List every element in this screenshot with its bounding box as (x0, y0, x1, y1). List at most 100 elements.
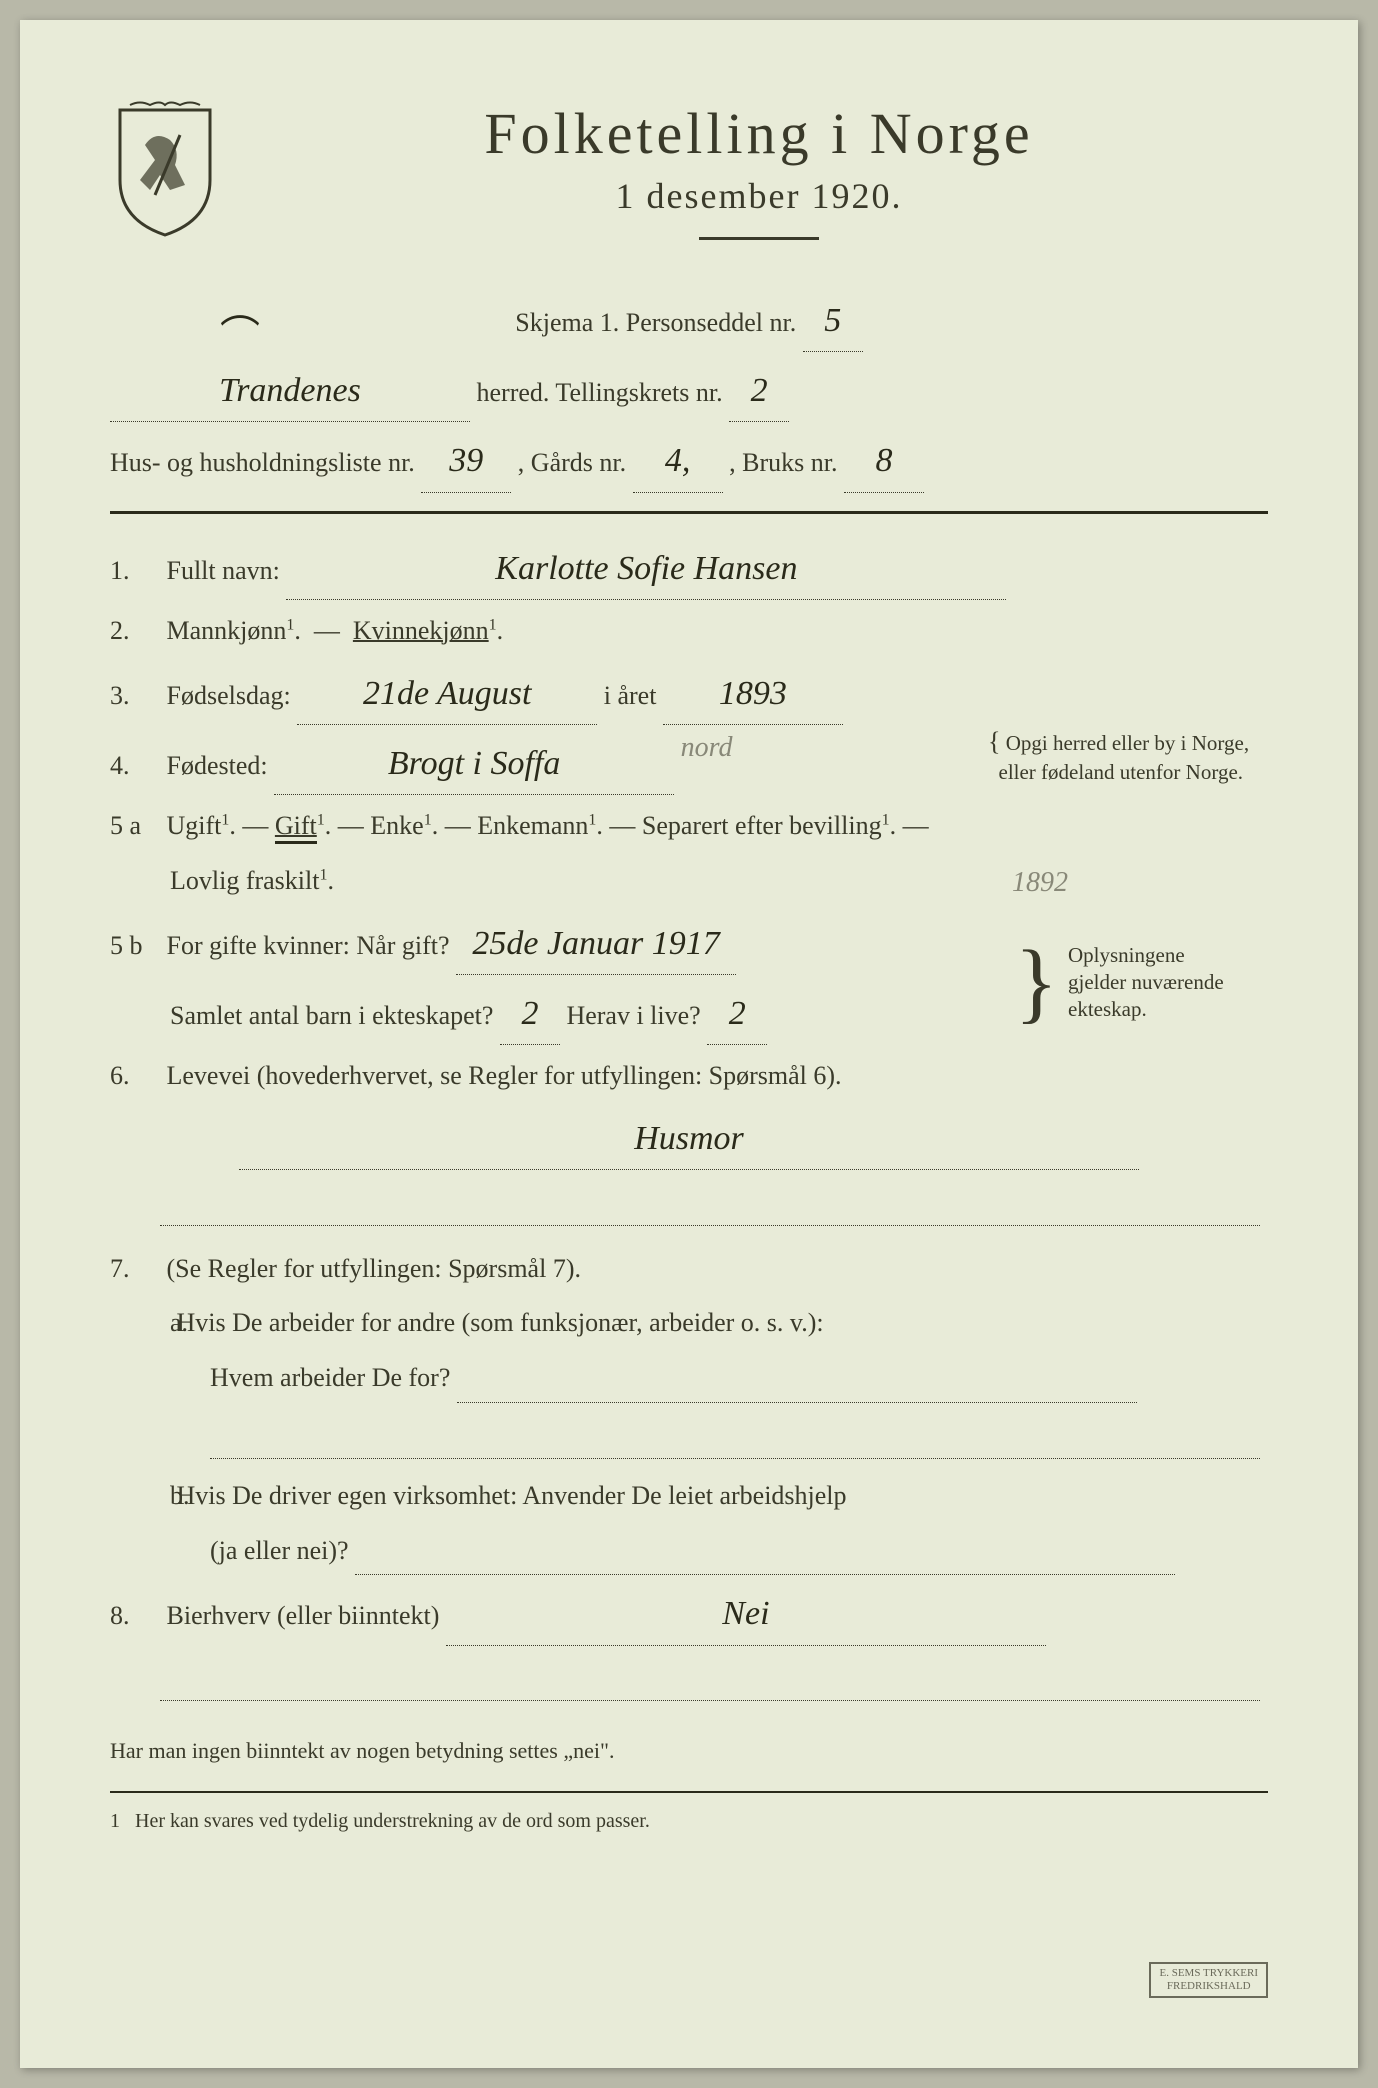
stamp-line2: FREDRIKSHALD (1167, 1980, 1251, 1992)
q3-year-label: i året (604, 681, 657, 710)
herred-label: herred. Tellingskrets nr. (477, 378, 723, 407)
q8-blank (110, 1654, 1268, 1702)
gards-label: , Gårds nr. (518, 448, 626, 477)
q5a-gift: Gift (275, 811, 317, 844)
q5a-num: 5 a (110, 803, 160, 850)
q4-note: { Opgi herred eller by i Norge, eller fø… (988, 725, 1268, 786)
q3-label: Fødselsdag: (167, 681, 291, 710)
q5a-fraskilt: Lovlig fraskilt (170, 866, 319, 895)
q5b-line1: 5 b For gifte kvinner: Når gift? 25de Ja… (110, 913, 1005, 975)
q1-value: Karlotte Sofie Hansen (489, 550, 803, 587)
q5a-ugift: Ugift (167, 811, 222, 840)
q1-num: 1. (110, 548, 160, 595)
q5b-label3: Herav i live? (566, 1001, 700, 1030)
herred-line: Trandenes herred. Tellingskrets nr. 2 (110, 360, 1268, 422)
bruks-value: 8 (869, 442, 898, 479)
q5b-group: 5 b For gifte kvinner: Når gift? 25de Ja… (110, 913, 1268, 1053)
schema-line: Skjema 1. Personseddel nr. 5 (110, 290, 1268, 352)
q4-pencil: nord (681, 732, 733, 763)
q7a-text1: Hvis De arbeider for andre (som funksjon… (177, 1308, 824, 1337)
q8-line: 8. Bierhverv (eller biinntekt) Nei (110, 1583, 1268, 1645)
q5b-side3: ekteskap. (1068, 997, 1147, 1021)
footnote: 1 Her kan svares ved tydelig understrekn… (110, 1791, 1268, 1839)
q4-label: Fødested: (167, 751, 268, 780)
q6-line: 6. Levevei (hovederhvervet, se Regler fo… (110, 1053, 1268, 1100)
q7b-text1: Hvis De driver egen virksomhet: Anvender… (177, 1481, 847, 1510)
header: Folketelling i Norge 1 desember 1920. (110, 100, 1268, 270)
q6-label: Levevei (hovederhvervet, se Regler for u… (167, 1061, 842, 1090)
bruks-label: , Bruks nr. (729, 448, 837, 477)
q5a-enke: Enke (370, 811, 423, 840)
q7a-blank (110, 1411, 1268, 1459)
q7a-line1: a. Hvis De arbeider for andre (som funks… (110, 1300, 1268, 1347)
q1-line: 1. Fullt navn: Karlotte Sofie Hansen (110, 538, 1268, 600)
printer-stamp: E. SEMS TRYKKERI FREDRIKSHALD (1149, 1962, 1268, 1998)
q6-num: 6. (110, 1053, 160, 1100)
q7b-line1: b. Hvis De driver egen virksomhet: Anven… (110, 1473, 1268, 1520)
stamp-line1: E. SEMS TRYKKERI (1159, 1967, 1258, 1979)
title-block: Folketelling i Norge 1 desember 1920. (250, 100, 1268, 270)
q5b-live: 2 (723, 995, 752, 1032)
q5b-barn: 2 (515, 995, 544, 1032)
q7b-line2: (ja eller nei)? (110, 1528, 1268, 1576)
q7a-line2: Hvem arbeider De for? (110, 1355, 1268, 1403)
q7b-text2: (ja eller nei)? (210, 1536, 349, 1565)
q6-value: Husmor (628, 1120, 750, 1157)
q2-line: 2. Mannkjønn1. — Kvinnekjønn1. (110, 608, 1268, 655)
q5a-line1: 5 a Ugift1. — Gift1. — Enke1. — Enkemann… (110, 803, 1268, 850)
bottom-note: Har man ingen biinntekt av nogen betydni… (110, 1731, 1268, 1771)
census-form: Folketelling i Norge 1 desember 1920. ⌒ … (20, 20, 1358, 2068)
q7a-text2: Hvem arbeider De for? (210, 1363, 450, 1392)
q5a-enkemann: Enkemann (477, 811, 588, 840)
q5b-side1: Oplysningene (1068, 943, 1185, 967)
q5a-separert: Separert efter bevilling (642, 811, 882, 840)
hus-label: Hus- og husholdningsliste nr. (110, 448, 415, 477)
q3-line: 3. Fødselsdag: 21de August i året 1893 (110, 663, 1268, 725)
q7a-letter: a. (110, 1300, 170, 1347)
q2-kvinne: Kvinnekjønn (353, 616, 489, 645)
q6-value-line: Husmor (110, 1108, 1268, 1170)
q3-year: 1893 (713, 675, 793, 712)
q8-label: Bierhverv (eller biinntekt) (167, 1601, 440, 1630)
divider-rule (110, 511, 1268, 514)
tellingskrets-value: 2 (745, 372, 774, 409)
q6-blank (110, 1178, 1268, 1226)
q5b-side2: gjelder nuværende (1068, 970, 1224, 994)
footnote-text: Her kan svares ved tydelig understreknin… (135, 1810, 650, 1832)
q3-num: 3. (110, 673, 160, 720)
q5a-line2: Lovlig fraskilt1. 1892 (110, 858, 1268, 905)
q5b-sidenote: Oplysningene gjelder nuværende ekteskap. (1068, 942, 1268, 1024)
q7-line: 7. (Se Regler for utfyllingen: Spørsmål … (110, 1246, 1268, 1293)
q8-value: Nei (716, 1595, 775, 1632)
q1-label: Fullt navn: (167, 556, 280, 585)
q4-value: Brogt i Soffa (382, 745, 567, 782)
q4-num: 4. (110, 743, 160, 790)
q7-label: (Se Regler for utfyllingen: Spørsmål 7). (167, 1254, 581, 1283)
q5b-label1: For gifte kvinner: Når gift? (167, 931, 450, 960)
footnote-num: 1 (110, 1810, 120, 1832)
q8-num: 8. (110, 1593, 160, 1640)
q5b-label2: Samlet antal barn i ekteskapet? (170, 1001, 493, 1030)
q2-mann: Mannkjønn (167, 616, 287, 645)
q3-day: 21de August (357, 675, 537, 712)
form-body: ⌒ Skjema 1. Personseddel nr. 5 Trandenes… (110, 290, 1268, 1839)
q5b-gift-value: 25de Januar 1917 (466, 925, 725, 962)
coat-of-arms-icon (110, 100, 220, 240)
q4-line: 4. Fødested: Brogt i Soffa nord { Opgi h… (110, 733, 1268, 795)
title: Folketelling i Norge (250, 100, 1268, 167)
q4-note2: eller fødeland utenfor Norge. (999, 760, 1244, 784)
q2-num: 2. (110, 608, 160, 655)
personseddel-value: 5 (818, 302, 847, 339)
subtitle: 1 desember 1920. (250, 175, 1268, 217)
q7-num: 7. (110, 1246, 160, 1293)
hus-value: 39 (443, 442, 489, 479)
brace-icon: } (1015, 947, 1058, 1019)
schema-label: Skjema 1. Personseddel nr. (515, 308, 796, 337)
q4-note1: Opgi herred eller by i Norge, (1006, 731, 1249, 755)
q5b-line2: Samlet antal barn i ekteskapet? 2 Herav … (110, 983, 1005, 1045)
gards-value: 4, (659, 442, 697, 479)
q5b-num: 5 b (110, 923, 160, 970)
q7b-letter: b. (110, 1473, 170, 1520)
herred-value: Trandenes (213, 372, 367, 409)
q5a-pencil-year: 1892 (1012, 858, 1068, 908)
